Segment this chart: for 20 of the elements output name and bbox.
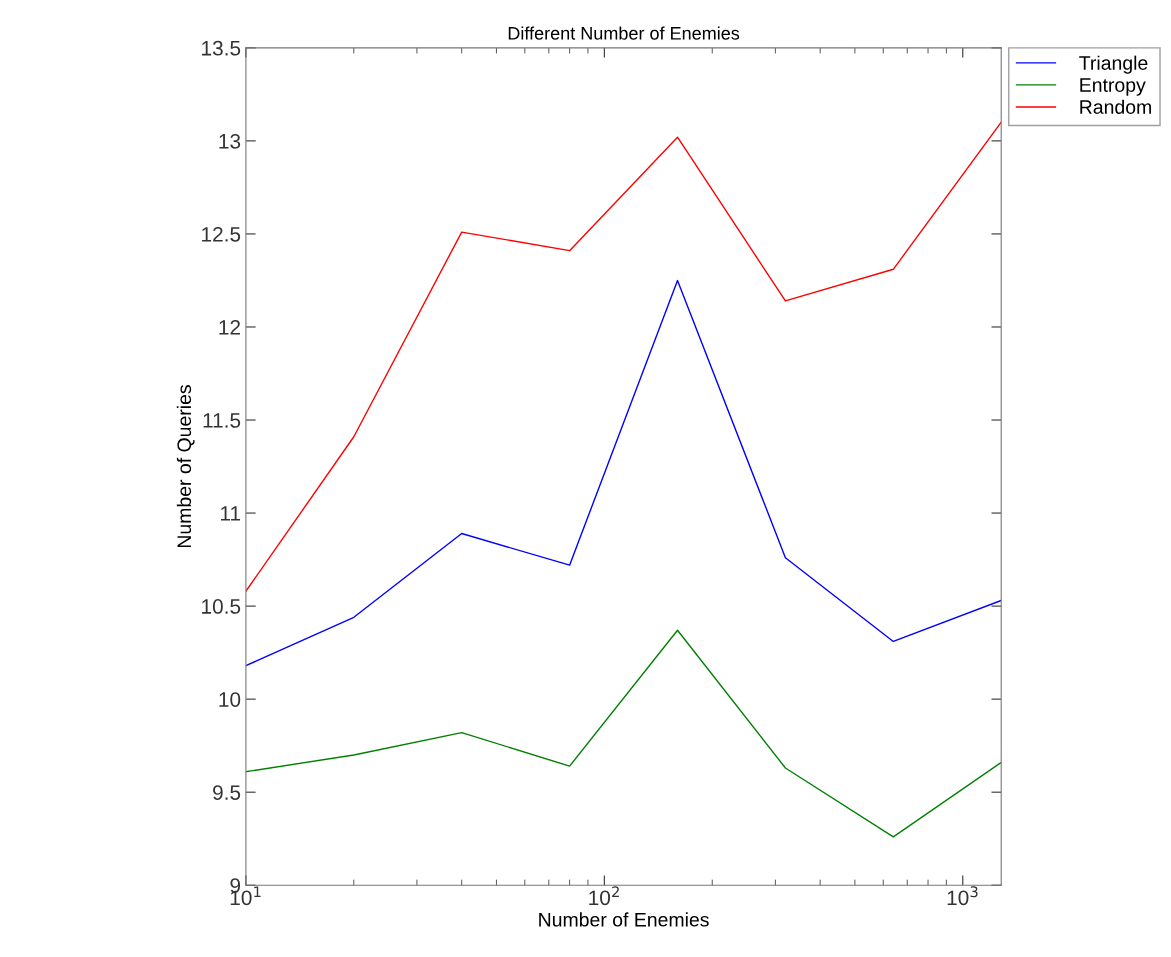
y-tick-label: 11 xyxy=(221,506,241,521)
y-tick-label: 13.5 xyxy=(202,40,241,56)
x-axis-title: Number of Enemies xyxy=(539,912,709,927)
y-tick-label: 10.5 xyxy=(202,599,241,614)
y-tick-label: 9.5 xyxy=(213,785,241,800)
legend-label: Random xyxy=(1080,99,1151,114)
legend-label: Triangle xyxy=(1079,55,1148,74)
line-series xyxy=(245,121,1002,592)
y-tick-label: 12.5 xyxy=(202,226,241,242)
x-tick-label: 10$^{3}$ xyxy=(947,886,978,906)
chart-title: Different Number of Enemies xyxy=(508,26,740,40)
line-series xyxy=(245,279,1002,667)
y-tick-label: 10 xyxy=(219,692,241,707)
x-tick-label: 10$^{2}$ xyxy=(589,886,619,906)
legend-label: Entropy xyxy=(1080,78,1146,96)
line-series xyxy=(245,629,1002,838)
y-tick-label: 12 xyxy=(219,319,241,335)
y-axis-title: Number of Queries xyxy=(176,385,195,548)
y-tick-label: 13 xyxy=(219,133,241,149)
y-tick-label: 11.5 xyxy=(203,413,241,428)
